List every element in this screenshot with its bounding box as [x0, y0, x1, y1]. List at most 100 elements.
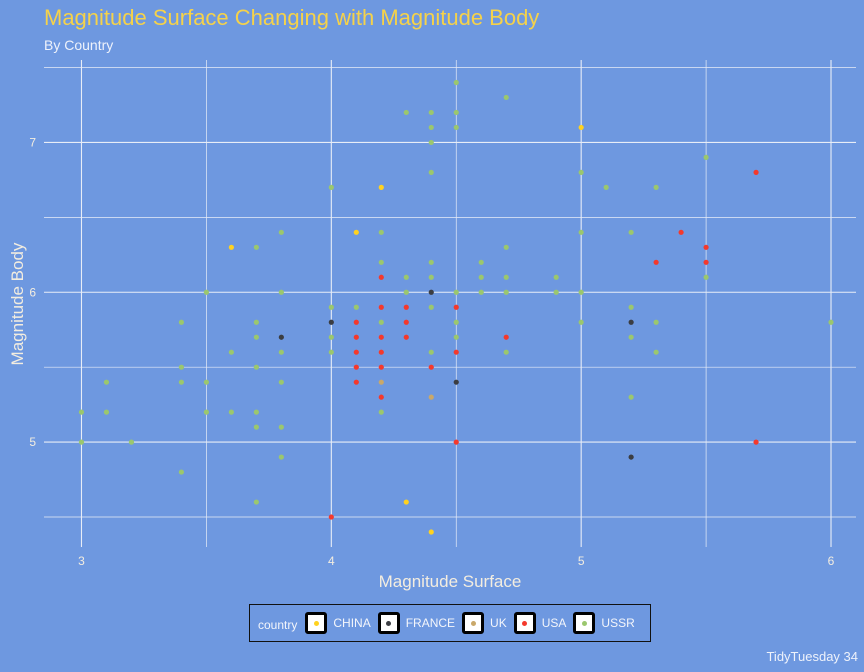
point-usa [403, 334, 409, 340]
point-ussr [253, 244, 259, 250]
point-ussr [253, 499, 259, 505]
point-ussr [828, 319, 834, 325]
point-ussr [353, 304, 359, 310]
legend: country CHINA FRANCE UK USA USSR [249, 604, 651, 642]
point-ussr [628, 394, 634, 400]
point-ussr [428, 259, 434, 265]
point-ussr [103, 379, 110, 385]
point-ussr [128, 439, 135, 445]
point-usa [428, 364, 434, 370]
point-ussr [178, 379, 185, 385]
point-france [628, 319, 634, 325]
legend-label-france: FRANCE [405, 616, 456, 630]
point-ussr [428, 304, 434, 310]
point-ussr [628, 304, 634, 310]
y-tick-label: 6 [29, 285, 36, 299]
point-usa [353, 349, 359, 355]
point-usa [353, 379, 359, 385]
point-ussr [703, 274, 709, 280]
point-ussr [378, 229, 384, 235]
x-tick-label: 4 [328, 554, 335, 568]
point-ussr [178, 364, 185, 370]
x-tick-label: 3 [78, 554, 85, 568]
point-usa [378, 304, 384, 310]
point-ussr [578, 289, 584, 295]
point-usa [353, 364, 359, 370]
point-china [428, 529, 434, 535]
point-usa [353, 334, 359, 340]
point-usa [453, 304, 459, 310]
legend-key-uk [462, 612, 485, 634]
point-ussr [203, 289, 209, 295]
legend-item-china: CHINA [305, 612, 371, 634]
point-ussr [228, 349, 234, 355]
point-ussr [278, 289, 284, 295]
point-ussr [228, 409, 234, 415]
point-usa [378, 394, 384, 400]
point-ussr [553, 274, 559, 280]
point-ussr [453, 289, 459, 295]
point-usa [378, 349, 384, 355]
legend-dot-ussr [581, 620, 587, 626]
point-ussr [428, 349, 434, 355]
point-uk [378, 379, 384, 385]
point-ussr [428, 139, 434, 146]
axis-ticks: 3 4 5 6 5 6 7 [29, 135, 834, 568]
point-usa [378, 364, 384, 370]
point-ussr [278, 229, 284, 235]
point-ussr [628, 334, 634, 340]
point-ussr [278, 349, 284, 355]
point-ussr [253, 409, 259, 415]
point-ussr [278, 379, 284, 385]
point-ussr [253, 334, 259, 340]
y-axis-label: Magnitude Body [8, 242, 27, 365]
point-usa [453, 439, 459, 445]
point-ussr [378, 319, 384, 325]
point-ussr [453, 319, 459, 325]
y-tick-label: 5 [29, 435, 36, 449]
point-ussr [253, 319, 259, 325]
legend-key-ussr [573, 612, 596, 634]
point-ussr [503, 94, 509, 101]
point-ussr [428, 274, 434, 280]
point-ussr [478, 259, 484, 265]
point-ussr [178, 469, 185, 475]
point-ussr [403, 289, 409, 295]
point-ussr [478, 289, 484, 295]
point-china [353, 229, 359, 235]
grid-lines [44, 60, 856, 547]
point-ussr [378, 409, 384, 415]
point-ussr [628, 229, 634, 235]
point-china [378, 184, 384, 190]
point-ussr [378, 259, 384, 265]
legend-item-uk: UK [462, 612, 507, 634]
y-tick-label: 7 [29, 135, 36, 149]
x-axis-label: Magnitude Surface [379, 572, 522, 591]
caption: TidyTuesday 34 [766, 649, 858, 664]
point-ussr [478, 274, 484, 280]
legend-title: country [258, 618, 298, 632]
point-usa [703, 244, 709, 250]
legend-dot-uk [470, 620, 476, 626]
point-ussr [653, 184, 659, 190]
point-ussr [428, 169, 434, 175]
point-ussr [553, 289, 559, 295]
legend-item-ussr: USSR [573, 612, 635, 634]
chart-subtitle: By Country [44, 37, 114, 53]
legend-label-uk: UK [490, 616, 507, 630]
point-ussr [453, 79, 459, 86]
legend-label-usa: USA [541, 616, 567, 630]
point-usa [453, 349, 459, 355]
point-usa [703, 259, 709, 265]
point-ussr [578, 229, 584, 235]
point-ussr [653, 319, 659, 325]
point-ussr [78, 409, 85, 415]
point-ussr [278, 454, 284, 460]
legend-key-usa [513, 612, 536, 634]
scatter-plot: 3 4 5 6 5 6 7 Magnitude Surface Magnitude Body [8, 60, 856, 591]
point-ussr [328, 349, 334, 355]
point-usa [503, 334, 509, 340]
point-usa [403, 319, 409, 325]
point-usa [328, 514, 334, 520]
legend-key-china [305, 612, 328, 634]
